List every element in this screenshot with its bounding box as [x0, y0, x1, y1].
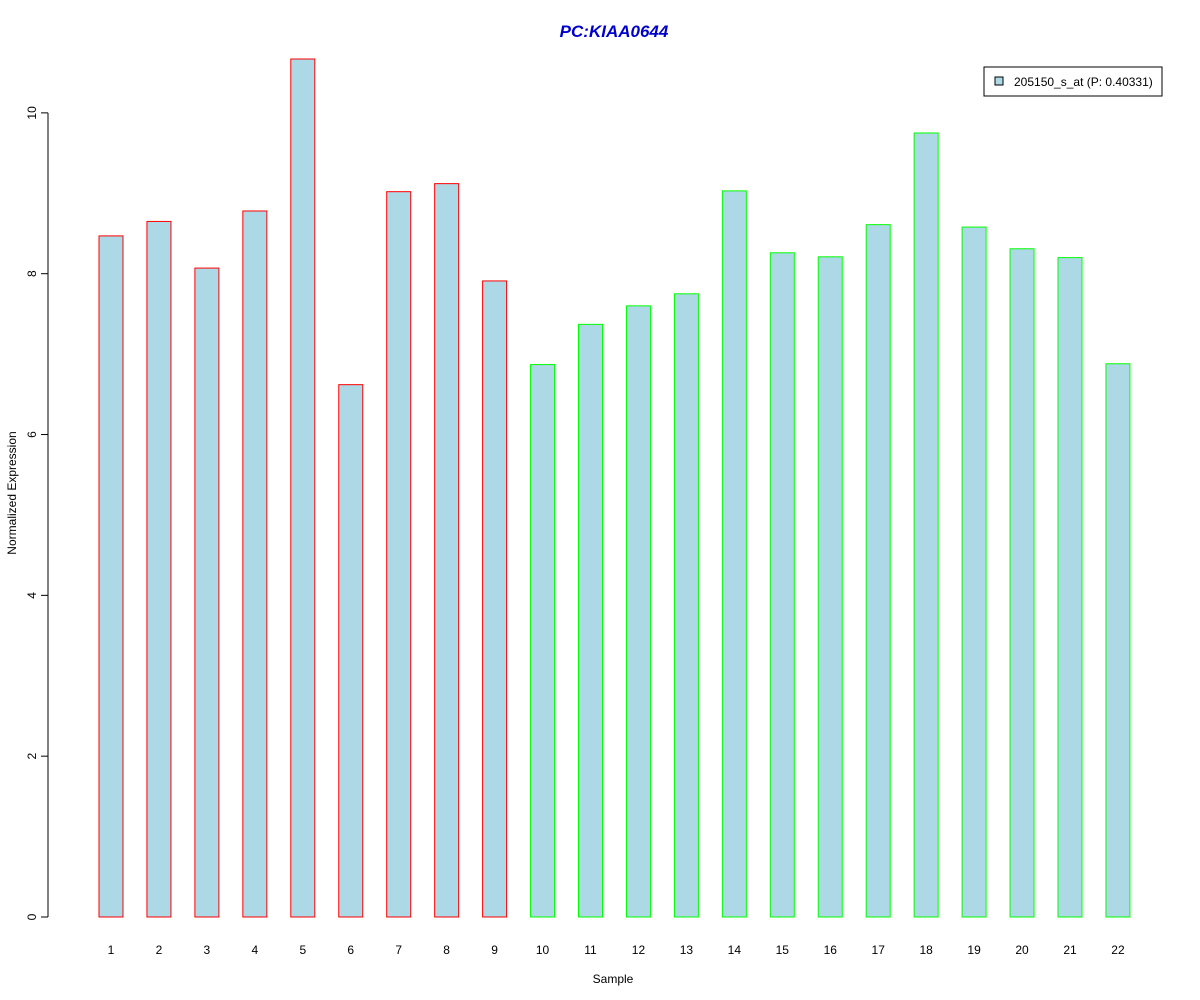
bar-sample-4: [242, 210, 268, 918]
x-tick-label: 1: [108, 943, 115, 957]
chart-title: PC:KIAA0644: [560, 22, 669, 41]
bar-sample-1: [98, 235, 124, 918]
x-tick-label: 21: [1063, 943, 1077, 957]
x-tick-label: 9: [491, 943, 498, 957]
y-tick-label: 10: [25, 106, 39, 120]
bar-sample-20: [1009, 248, 1035, 918]
x-axis-tick-labels: 1 2 3 4 5 6 7 8 9 10 11 12 13 14 15 16 17 18 19 20 21 22: [108, 943, 1125, 957]
x-tick-label: 19: [967, 943, 981, 957]
x-tick-label: 2: [156, 943, 163, 957]
legend-box: [983, 66, 1163, 97]
bar-sample-21: [1057, 257, 1083, 918]
y-tick-label: 6: [25, 431, 39, 438]
bar-sample-22: [1105, 363, 1131, 918]
bar-sample-16: [817, 256, 843, 918]
y-tick-label: 4: [25, 592, 39, 599]
x-tick-label: 6: [347, 943, 354, 957]
x-tick-label: 20: [1015, 943, 1029, 957]
x-tick-label: 16: [824, 943, 838, 957]
bar-sample-6: [338, 384, 364, 918]
x-tick-label: 18: [919, 943, 933, 957]
bar-sample-7: [386, 191, 412, 918]
bar-sample-5: [290, 58, 316, 918]
bar-sample-10: [530, 364, 556, 918]
bar-sample-19: [961, 226, 987, 918]
x-tick-label: 15: [776, 943, 790, 957]
x-tick-label: 4: [252, 943, 259, 957]
y-axis: 0 2 4 6 8 10: [25, 106, 49, 920]
bar-sample-3: [194, 267, 220, 918]
x-tick-label: 10: [536, 943, 550, 957]
y-tick-label: 0: [25, 913, 39, 920]
bar-sample-13: [673, 293, 699, 918]
bar-sample-8: [434, 183, 460, 918]
x-axis-label: Sample: [593, 972, 634, 986]
bar-sample-9: [482, 280, 508, 918]
x-tick-label: 22: [1111, 943, 1125, 957]
legend-swatch: [994, 76, 1004, 86]
y-axis-label: Normalized Expression: [5, 431, 19, 554]
legend: 205150_s_at (P: 0.40331): [983, 66, 1163, 97]
y-tick-label: 2: [25, 753, 39, 760]
x-tick-label: 7: [395, 943, 402, 957]
legend-label: 205150_s_at (P: 0.40331): [1014, 75, 1153, 89]
x-tick-label: 14: [728, 943, 742, 957]
bar-sample-12: [625, 305, 651, 918]
x-tick-label: 11: [584, 943, 597, 957]
bar-sample-11: [578, 323, 603, 918]
bar-sample-2: [146, 220, 172, 918]
x-tick-label: 8: [443, 943, 450, 957]
bar-sample-17: [865, 224, 891, 918]
x-tick-label: 13: [680, 943, 694, 957]
y-tick-label: 8: [25, 270, 39, 277]
x-tick-label: 17: [872, 943, 886, 957]
x-tick-label: 3: [204, 943, 211, 957]
bar-sample-15: [769, 252, 795, 918]
bar-sample-14: [721, 190, 747, 918]
x-tick-label: 5: [299, 943, 306, 957]
bar-sample-18: [913, 132, 939, 918]
x-tick-label: 12: [632, 943, 646, 957]
bars: [98, 58, 1131, 918]
